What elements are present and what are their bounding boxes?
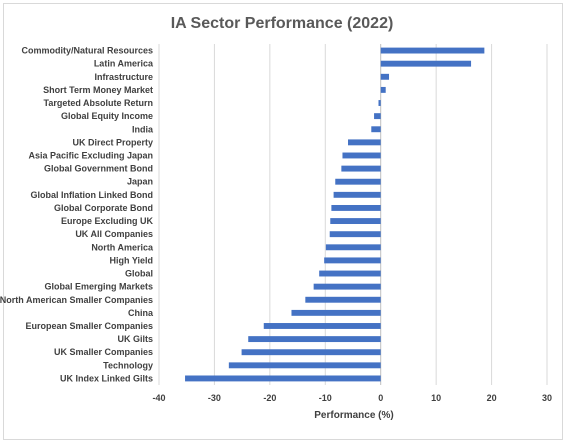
category-label: Japan — [127, 177, 153, 187]
category-label: Latin America — [94, 59, 154, 69]
gridlines — [158, 44, 548, 385]
category-label: Global Corporate Bond — [54, 203, 153, 213]
category-label: North American Smaller Companies — [0, 295, 153, 305]
category-label: Commodity/Natural Resources — [21, 46, 153, 56]
bar — [331, 204, 381, 211]
bar — [335, 178, 381, 185]
x-tick-label: 20 — [487, 393, 497, 403]
category-label: India — [132, 124, 154, 134]
bar — [185, 375, 381, 382]
x-axis-title: Performance (%) — [314, 410, 393, 421]
category-label: Targeted Absolute Return — [43, 98, 153, 108]
category-label: Global — [125, 269, 153, 279]
category-label: Global Government Bond — [44, 164, 153, 174]
bar — [348, 139, 381, 146]
bar — [248, 336, 381, 343]
bar — [324, 257, 381, 264]
category-label: Asia Pacific Excluding Japan — [28, 150, 153, 160]
category-label: China — [128, 308, 154, 318]
bar — [378, 100, 381, 106]
category-label: Technology — [103, 360, 153, 370]
chart-title: IA Sector Performance (2022) — [171, 15, 394, 32]
bar — [380, 86, 386, 93]
x-tick-label: 10 — [431, 393, 441, 403]
x-tick-label: 30 — [542, 393, 552, 403]
category-label: Global Emerging Markets — [44, 282, 153, 292]
bar — [325, 244, 381, 251]
bar — [330, 218, 381, 225]
category-label: European Smaller Companies — [25, 321, 153, 331]
bar — [371, 126, 381, 133]
bar — [380, 73, 390, 80]
category-label: UK Index Linked Gilts — [60, 373, 153, 383]
bar — [228, 362, 381, 369]
bar — [241, 349, 381, 356]
category-label: North America — [91, 242, 154, 252]
bar — [313, 283, 381, 290]
category-label: Europe Excluding UK — [61, 216, 154, 226]
category-label: UK Gilts — [117, 334, 153, 344]
bar — [374, 113, 381, 120]
category-label: Infrastructure — [94, 72, 153, 82]
bar — [380, 60, 472, 67]
bar — [342, 152, 381, 159]
x-tick-label: 0 — [378, 393, 383, 403]
category-label: Global Equity Income — [61, 111, 153, 121]
category-label: Short Term Money Market — [43, 85, 153, 95]
category-label: UK Direct Property — [72, 137, 153, 147]
category-label: UK Smaller Companies — [54, 347, 153, 357]
x-tick-label: -10 — [319, 393, 332, 403]
bars — [185, 47, 485, 382]
x-tick-label: -40 — [152, 393, 165, 403]
x-tick-label: -20 — [263, 393, 276, 403]
x-tick-labels: -40 -30 -20 -10 0 10 20 30 — [152, 393, 552, 403]
bar — [319, 270, 381, 277]
bar — [263, 323, 381, 329]
category-label: Global Inflation Linked Bond — [31, 190, 154, 200]
x-tick-label: -30 — [208, 393, 221, 403]
bar — [341, 165, 381, 172]
bar — [333, 191, 381, 198]
bar — [291, 309, 381, 316]
category-labels: Commodity/Natural Resources Latin America… — [0, 46, 154, 384]
bar — [380, 47, 485, 54]
bar — [329, 231, 381, 238]
category-label: UK All Companies — [75, 229, 153, 239]
bar — [305, 296, 381, 303]
category-label: High Yield — [109, 255, 153, 265]
